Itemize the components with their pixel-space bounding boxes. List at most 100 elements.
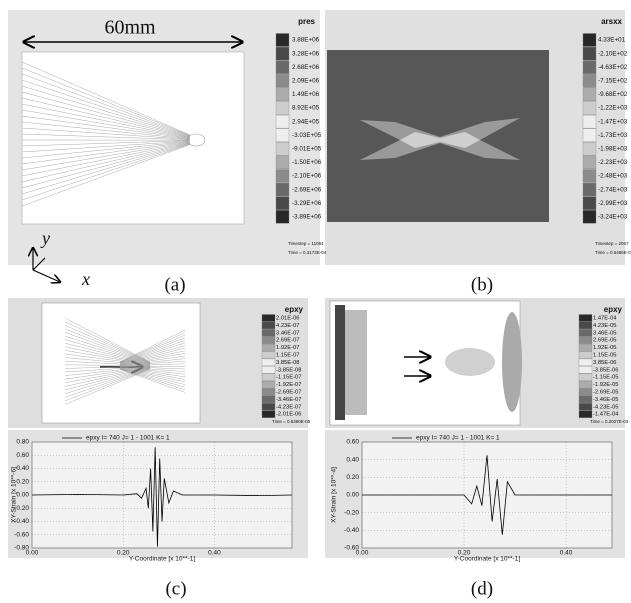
legend-swatch — [583, 142, 596, 155]
y-tick-label: 0.00 — [16, 492, 29, 499]
legend-value: -3.85E-06 — [593, 367, 618, 373]
legend-value: -3.29E+06 — [292, 200, 322, 207]
legend-swatch — [262, 337, 275, 344]
x-tick-label: 0.40 — [208, 550, 221, 557]
axis-arrow-x — [33, 270, 60, 282]
legend-swatch — [583, 102, 596, 115]
info-text: Time = 0.5360E-05 — [272, 419, 311, 424]
legend-value: -2.10E+02 — [598, 50, 628, 57]
legend-value: -1.15E-05 — [593, 375, 618, 381]
scale-label: 60mm — [104, 17, 156, 39]
legend-value: -9.01E+05 — [292, 145, 322, 152]
legend-value: -2.69E-07 — [276, 390, 301, 396]
contour-band — [345, 310, 367, 415]
legend-swatch — [276, 102, 289, 115]
axis-symbol-x: x — [81, 269, 90, 289]
legend-swatch — [276, 210, 289, 223]
x-tick-label: 0.00 — [26, 550, 39, 557]
legend-value: 3.85E-08 — [276, 360, 300, 366]
y-tick-label: 0.80 — [16, 439, 29, 446]
panel-caption: (c) — [165, 578, 186, 599]
legend-value: -2.74E+03 — [598, 186, 628, 193]
legend-value: 2.69E-07 — [276, 338, 300, 344]
legend-swatch — [583, 61, 596, 74]
y-tick-label: 0.20 — [346, 474, 359, 481]
y-tick-label: 0.20 — [16, 478, 29, 485]
legend-value: 1.92E-05 — [593, 345, 617, 351]
legend-value: 1.47E-04 — [593, 316, 617, 322]
legend-value: -1.98E+03 — [598, 145, 628, 152]
legend-value: -2.23E+03 — [598, 159, 628, 166]
info-text: Time = 0.2027E-03 — [590, 419, 629, 424]
legend-value: -1.92E-05 — [593, 382, 618, 388]
legend-swatch — [583, 183, 596, 196]
info-text: Time = 0.3173E-04 — [288, 250, 327, 255]
y-axis-label: XY-Strain [x 10**-6] — [11, 467, 18, 523]
panel-caption: (b) — [471, 274, 493, 295]
legend-value: -1.73E+03 — [598, 132, 628, 139]
legend-swatch — [262, 374, 275, 381]
legend-label: epxy I= 740 J= 1 - 1001 K= 1 — [86, 435, 170, 442]
legend-value: -2.10E+06 — [292, 173, 322, 180]
legend-value: -2.48E+03 — [598, 173, 628, 180]
y-tick-label: 0.00 — [346, 492, 359, 499]
panel-caption: (d) — [471, 578, 493, 599]
legend-swatch — [583, 74, 596, 87]
legend-swatch — [583, 156, 596, 169]
legend-value: -4.23E-05 — [593, 404, 618, 410]
axis-symbol-y: y — [40, 228, 50, 248]
legend-swatch — [262, 403, 275, 410]
legend-swatch — [262, 329, 275, 336]
legend-swatch — [276, 88, 289, 101]
legend-swatch — [579, 366, 592, 373]
legend-swatch — [262, 344, 275, 351]
legend-swatch — [579, 344, 592, 351]
y-tick-label: -0.40 — [344, 527, 359, 534]
legend-swatch — [262, 352, 275, 359]
legend-swatch — [579, 329, 592, 336]
legend-swatch — [579, 352, 592, 359]
legend-value: 3.46E-05 — [593, 330, 617, 336]
legend-value: -4.23E-07 — [276, 404, 301, 410]
contour-band — [445, 348, 495, 376]
legend-value: -2.99E+03 — [598, 200, 628, 207]
legend-value: 4.23E-07 — [276, 323, 300, 329]
legend-swatch — [579, 403, 592, 410]
info-text: Timestep = 11094 — [288, 241, 324, 246]
legend-value: -1.15E-07 — [276, 375, 301, 381]
legend-value: 3.85E-06 — [593, 360, 617, 366]
legend-value: 1.15E-07 — [276, 353, 300, 359]
legend-swatch — [276, 115, 289, 128]
legend-value: -7.15E+02 — [598, 77, 628, 84]
legend-value: -2.69E+06 — [292, 186, 322, 193]
legend-value: -9.68E+02 — [598, 91, 628, 98]
page: 60mm y x pres3.88E+063.28E+062.68E+062.0… — [0, 0, 631, 603]
legend-swatch — [262, 411, 275, 418]
legend-swatch — [579, 337, 592, 344]
legend-value: 2.69E-05 — [593, 338, 617, 344]
legend-title: epxy — [604, 305, 623, 314]
legend-value: 3.88E+06 — [292, 37, 320, 44]
x-tick-label: 0.40 — [560, 550, 573, 557]
y-axis-label: XY-Strain [x 10**-4] — [331, 467, 338, 523]
legend-value: 1.92E-07 — [276, 345, 300, 351]
legend-value: -3.89E+06 — [292, 213, 322, 220]
legend-value: 2.68E+06 — [292, 64, 320, 71]
legend-value: -2.69E-05 — [593, 390, 618, 396]
legend-swatch — [276, 129, 289, 142]
legend-value: 4.33E+01 — [598, 37, 626, 44]
y-tick-label: 0.40 — [16, 465, 29, 472]
legend-swatch — [276, 47, 289, 60]
legend-value: -3.46E-05 — [593, 397, 618, 403]
x-axis-label: Y-Coordinate [x 10**-1] — [129, 556, 195, 563]
legend-value: 4.23E-05 — [593, 323, 617, 329]
legend-title: epxy — [285, 305, 304, 314]
info-text: Time = 0.5485E-04 — [595, 250, 631, 255]
legend-swatch — [583, 129, 596, 142]
legend-swatch — [276, 142, 289, 155]
y-tick-label: 0.60 — [16, 452, 29, 459]
legend-value: 3.28E+06 — [292, 50, 320, 57]
legend-swatch — [262, 359, 275, 366]
legend-swatch — [583, 197, 596, 210]
legend-value: -1.92E-07 — [276, 382, 301, 388]
